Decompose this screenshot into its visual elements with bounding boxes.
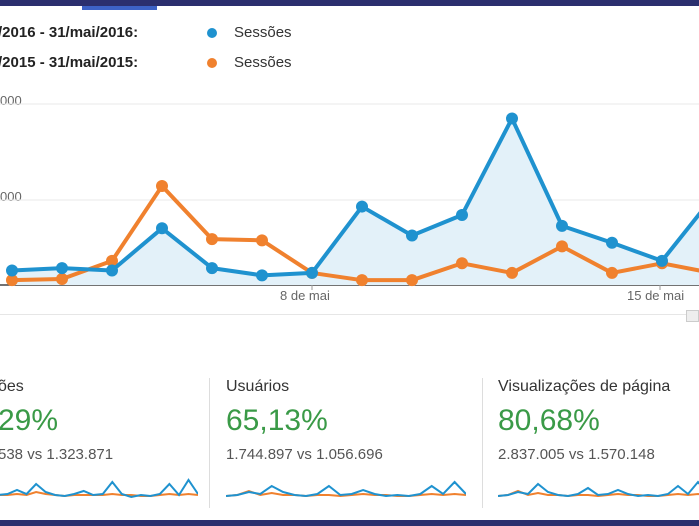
metric-percent: 29%	[0, 404, 59, 437]
data-point-current	[656, 254, 668, 267]
sparkline-current	[0, 478, 198, 499]
metric-divider	[482, 378, 483, 508]
data-point-previous	[506, 266, 518, 279]
x-axis-label-8-mai: 8 de mai	[280, 288, 330, 303]
sparkline-current	[498, 480, 699, 498]
data-point-current	[256, 269, 268, 282]
data-point-previous	[406, 274, 418, 287]
metric-comparison: 2.837.005 vs 1.570.148	[498, 446, 655, 463]
data-point-current	[556, 219, 568, 232]
analytics-panel: /2016 - 31/mai/2016: Sessões /2015 - 31/…	[0, 6, 699, 520]
metric-sparkline	[498, 480, 699, 498]
data-point-current	[606, 236, 618, 249]
data-point-current	[206, 262, 218, 275]
legend-dot-current	[207, 28, 217, 38]
data-point-previous	[106, 254, 118, 267]
metric-comparison: 1.744.897 vs 1.056.696	[226, 446, 383, 463]
legend-date-range-previous: /2015 - 31/mai/2015:	[0, 54, 139, 71]
data-point-current	[406, 229, 418, 242]
data-point-current	[106, 264, 118, 277]
metric-title: Visualizações de página	[498, 378, 671, 395]
legend-dot-previous	[207, 58, 217, 68]
active-tab-indicator	[82, 6, 157, 10]
data-point-current	[506, 112, 518, 125]
metric-percent: 80,68%	[498, 404, 600, 437]
metric-comparison: 538 vs 1.323.871	[0, 446, 114, 463]
x-axis-label-15-mai: 15 de mai	[627, 288, 685, 303]
data-point-previous	[356, 274, 368, 287]
metric-sparkline	[0, 478, 198, 499]
legend-series-current: Sessões	[234, 24, 292, 41]
data-point-previous	[6, 274, 18, 287]
metric-percent: 65,13%	[226, 404, 328, 437]
data-point-current	[6, 264, 18, 277]
chart-resize-handle[interactable]	[686, 310, 699, 322]
chart-bottom-border	[0, 314, 699, 315]
data-point-previous	[156, 180, 168, 193]
data-point-previous	[206, 233, 218, 246]
data-point-previous	[256, 234, 268, 247]
metric-title: Usuários	[226, 378, 290, 395]
data-point-previous	[456, 257, 468, 270]
sessions-line-chart[interactable]	[0, 94, 699, 290]
data-point-current	[156, 222, 168, 235]
metric-title: ões	[0, 378, 24, 395]
data-point-current	[456, 209, 468, 222]
sparkline-current	[226, 480, 466, 498]
data-point-current	[356, 200, 368, 213]
data-point-previous	[606, 266, 618, 279]
legend-series-previous: Sessões	[234, 54, 292, 71]
data-point-previous	[556, 240, 568, 253]
metric-divider	[209, 378, 210, 508]
metric-sparkline	[226, 480, 466, 498]
legend-date-range-current: /2016 - 31/mai/2016:	[0, 24, 139, 41]
series-area-current	[12, 118, 699, 285]
data-point-previous	[56, 272, 68, 285]
data-point-current	[56, 262, 68, 275]
data-point-current	[306, 266, 318, 279]
